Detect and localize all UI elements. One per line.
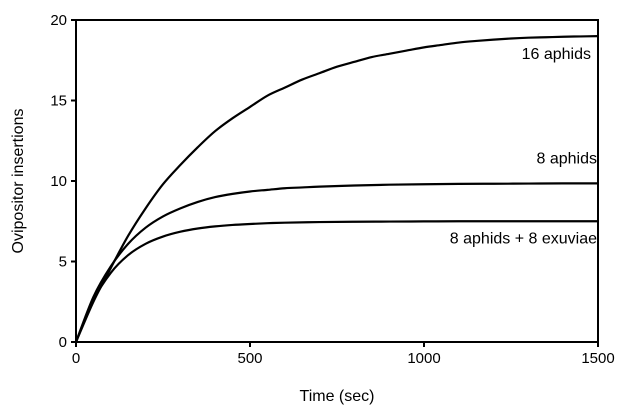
- series-lines: [74, 35, 599, 343]
- x-tick-label: 1500: [581, 350, 614, 367]
- x-axis-title: Time (sec): [300, 388, 375, 405]
- y-tick-label: 10: [50, 173, 67, 190]
- series-8-aphids-8-exuviae-line: [74, 220, 598, 343]
- series-8-aphids-label: 8 aphids: [537, 150, 598, 167]
- plot-border: [75, 19, 599, 343]
- x-axis: 0 500 1000 1500: [72, 342, 615, 367]
- series-16-aphids-line: [74, 35, 599, 343]
- plot-frame: [75, 19, 599, 343]
- x-tick-label: 1000: [407, 350, 440, 367]
- y-tick-label: 0: [59, 334, 67, 351]
- series-labels: 16 aphids 8 aphids 8 aphids + 8 exuviae: [450, 46, 597, 247]
- y-axis-title: Ovipositor insertions: [10, 109, 27, 254]
- series-8-aphids-8-exuviae-label: 8 aphids + 8 exuviae: [450, 230, 597, 247]
- series-16-aphids-label: 16 aphids: [522, 46, 591, 63]
- y-tick-label: 5: [59, 254, 67, 271]
- x-tick-label: 0: [72, 350, 80, 367]
- y-axis: 0 5 10 15 20: [50, 12, 76, 351]
- x-tick-label: 500: [237, 350, 262, 367]
- y-tick-label: 15: [50, 93, 67, 110]
- y-tick-label: 20: [50, 12, 67, 29]
- series-8-aphids-line: [74, 182, 599, 343]
